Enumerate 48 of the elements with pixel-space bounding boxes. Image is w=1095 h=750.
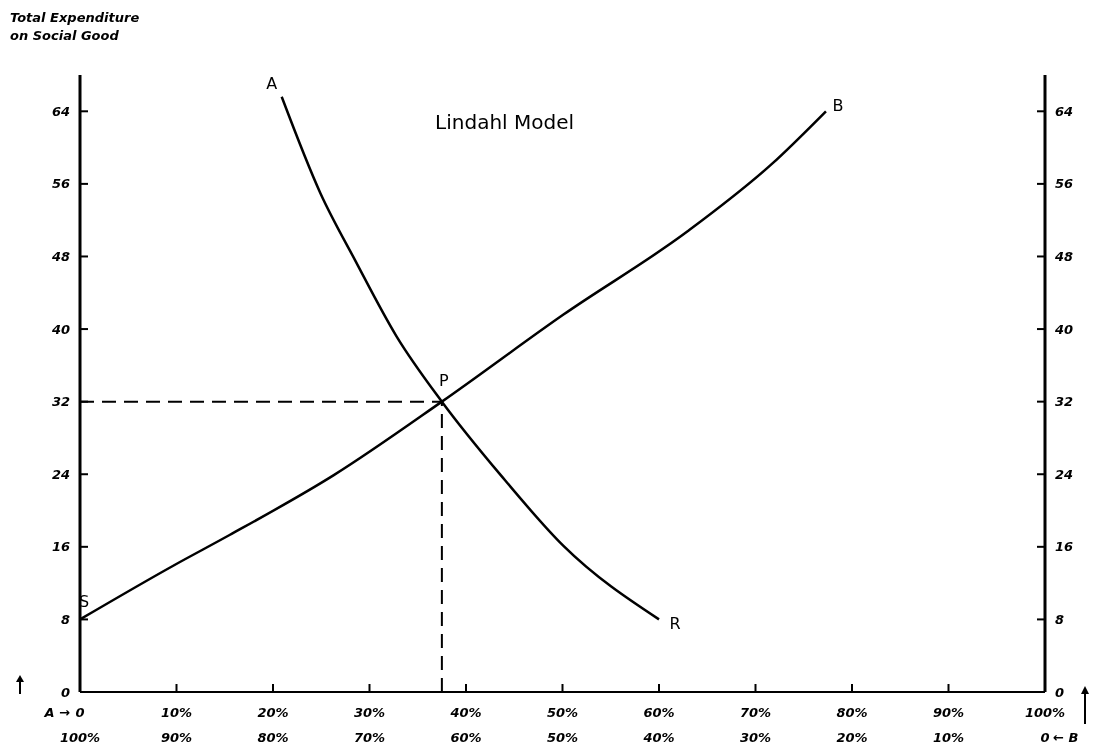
text: Lindahl Model — [435, 110, 575, 135]
y-tick-label: 32 — [51, 394, 70, 410]
x-tick-label: 60% — [643, 705, 675, 720]
x-tick-label: 20% — [257, 705, 289, 720]
x2-tick-label: 80% — [257, 730, 289, 745]
y-tick-label: 8 — [60, 611, 70, 627]
annotation: P — [439, 370, 450, 390]
x-tick-label: 90% — [932, 705, 965, 720]
text: ← B — [1053, 730, 1079, 745]
x2-tick-label: 0 — [1040, 730, 1050, 745]
y2-tick-label: 40 — [1054, 321, 1074, 337]
annotation: R — [669, 614, 681, 634]
y2-tick-label: 64 — [1055, 103, 1074, 119]
y-tick-label: 0 — [60, 684, 70, 700]
x-tick-label: 40% — [449, 705, 482, 720]
y-axis-title: Total Expenditure on Social Good — [10, 10, 140, 43]
annotation: A — [266, 73, 278, 93]
x2-tick-label: 50% — [546, 730, 579, 745]
y2-tick-label: 8 — [1055, 611, 1065, 627]
y-tick-label: 24 — [51, 466, 70, 482]
x-tick-label: 50% — [546, 705, 579, 720]
y2-tick-label: 32 — [1055, 394, 1074, 410]
y-tick-label: 40 — [50, 321, 70, 337]
x2-tick-label: 20% — [836, 730, 868, 745]
y2-tick-label: 0 — [1055, 684, 1065, 700]
x2-tick-label: 30% — [739, 730, 772, 745]
y-tick-label: 56 — [51, 176, 70, 192]
annotation: B — [832, 96, 844, 116]
x-tick-label: 80% — [836, 705, 868, 720]
x-tick-label: 70% — [739, 705, 772, 720]
x2-tick-label: 90% — [160, 730, 193, 745]
text: A → — [43, 705, 71, 720]
x-tick-label: 100% — [1024, 705, 1066, 720]
y2-tick-label: 48 — [1054, 249, 1074, 265]
x2-tick-label: 40% — [642, 730, 675, 745]
x-tick-label: 30% — [353, 705, 386, 720]
x2-tick-label: 10% — [932, 730, 965, 745]
y2-tick-label: 16 — [1055, 539, 1074, 555]
x2-tick-label: 100% — [59, 730, 101, 745]
x2-tick-label: 70% — [353, 730, 386, 745]
x2-tick-label: 60% — [450, 730, 482, 745]
x-tick-label: 0 — [75, 705, 85, 720]
y-tick-label: 48 — [50, 249, 70, 265]
y2-tick-label: 56 — [1055, 176, 1074, 192]
y-tick-label: 64 — [51, 103, 70, 119]
y2-tick-label: 24 — [1055, 466, 1074, 482]
y-tick-label: 16 — [51, 539, 70, 555]
x-tick-label: 10% — [160, 705, 193, 720]
